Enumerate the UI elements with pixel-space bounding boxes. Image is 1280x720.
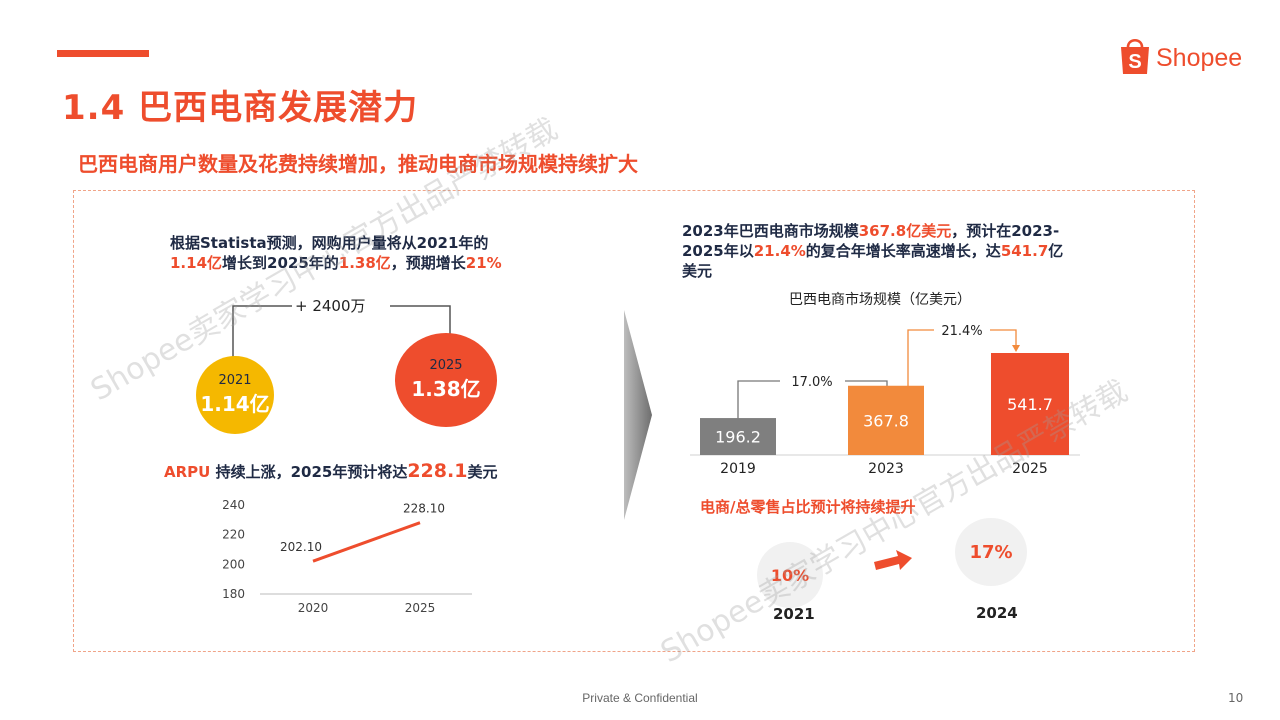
growth-1-label: 17.0% <box>791 375 832 390</box>
arpu-x-tick-2020: 2020 <box>298 601 329 615</box>
arpu-value: 228.1 <box>407 460 468 482</box>
circle-2021: 2021 1.14亿 <box>196 356 274 434</box>
increase-arrow-icon <box>874 550 912 570</box>
right-statement-line3: 美元 <box>682 262 713 280</box>
market-2023-text: 2023年巴西电商市场规模 <box>682 222 859 240</box>
bar-2023 <box>848 385 924 455</box>
arpu-x-tick-2025: 2025 <box>405 601 436 615</box>
svg-text:S: S <box>1128 51 1141 73</box>
connector-bracket <box>232 305 451 358</box>
arpu-label: ARPU <box>164 463 211 481</box>
growth-2-label: 21.4% <box>941 324 982 339</box>
shopee-bag-icon: S <box>1121 38 1149 74</box>
share-2021-circle: 10% <box>757 542 823 608</box>
arpu-line-chart: 240 220 200 180 202.10 2020 228.10 2025 <box>222 498 472 615</box>
market-bar-chart: 巴西电商市场规模（亿美元） 17.0% 21.4% 196.2 2019 367.8… <box>690 291 1080 477</box>
arpu-y-tick-240: 240 <box>222 498 245 512</box>
growth-1-connector <box>737 380 780 425</box>
bar-value-2023: 367.8 <box>863 411 909 430</box>
content-frame <box>73 190 1195 652</box>
bar-category-2023: 2023 <box>868 461 904 477</box>
circle-2021-year: 2021 <box>218 373 252 388</box>
growth-to-text: 增长到2025年的 <box>222 254 339 272</box>
bar-2019 <box>700 418 776 455</box>
right-statement-line1: 2023年巴西电商市场规模367.8亿美元，预计在2023- <box>682 221 1059 241</box>
users-2021-text: 1.14亿 <box>170 254 223 272</box>
arpu-y-tick-220: 220 <box>222 528 245 542</box>
growth-pct-text: 21% <box>465 254 502 272</box>
share-title: 电商/总零售占比预计将持续提升 <box>700 498 916 516</box>
accent-bar <box>57 50 149 57</box>
users-2025-text: 1.38亿 <box>338 254 391 272</box>
growth-2-arrowhead <box>1012 345 1020 352</box>
share-2024-circle: 17% <box>955 518 1027 586</box>
cagr-text: 的复合年增长率高速增长，达 <box>805 242 1001 260</box>
circle-2025: 2025 1.38亿 <box>395 333 497 427</box>
arpu-series-line <box>312 521 421 563</box>
bar-category-2019: 2019 <box>720 461 756 477</box>
page-title: 1.4 巴西电商发展潜力 <box>62 88 419 128</box>
left-statement-line1: 根据Statista预测，网购用户量将从2021年的 <box>170 234 489 252</box>
bar-category-2025: 2025 <box>1012 461 1048 477</box>
share-2021-year: 2021 <box>773 605 815 623</box>
arpu-y-tick-200: 200 <box>222 557 245 571</box>
share-2024-year: 2024 <box>976 604 1018 622</box>
bar-value-2025: 541.7 <box>1007 395 1053 414</box>
arpu-unit: 美元 <box>467 463 498 481</box>
share-2024-value: 17% <box>969 541 1013 563</box>
growth-2-connector <box>907 329 934 409</box>
cagr-prefix: 2025年以 <box>682 242 754 260</box>
circle-2021-value: 1.14亿 <box>200 392 270 416</box>
share-2021-value: 10% <box>770 565 810 585</box>
unit-yi: 亿 <box>1048 242 1064 260</box>
left-statement-line2: 1.14亿增长到2025年的1.38亿，预期增长21% <box>170 253 502 273</box>
cagr-value: 21.4% <box>753 242 806 260</box>
arpu-text: 持续上涨，2025年预计将达 <box>210 463 408 481</box>
bar-chart-title: 巴西电商市场规模（亿美元） <box>789 291 971 308</box>
expected-growth-text: ，预期增长 <box>390 254 466 272</box>
arpu-data-label-2020: 202.10 <box>280 540 322 554</box>
growth-2-connector-right <box>990 329 1017 348</box>
bar-value-2019: 196.2 <box>715 428 761 447</box>
logo-text: Shopee <box>1156 44 1243 72</box>
page-number: 10 <box>1228 691 1244 705</box>
circle-2025-year: 2025 <box>429 358 463 373</box>
market-2023-value: 367.8亿美元 <box>858 222 952 240</box>
right-statement-line2: 2025年以21.4%的复合年增长率高速增长，达541.7亿 <box>682 241 1063 261</box>
market-2025-value: 541.7 <box>1000 242 1049 260</box>
delta-label: + 2400万 <box>295 297 366 315</box>
forecast-text: ，预计在2023- <box>951 222 1060 240</box>
divider-arrow <box>624 310 652 520</box>
bar-2025 <box>991 353 1069 455</box>
page-subtitle: 巴西电商用户数量及花费持续增加，推动电商市场规模持续扩大 <box>78 152 638 176</box>
arpu-title: ARPU 持续上涨，2025年预计将达228.1美元 <box>164 461 497 482</box>
arpu-data-label-2025: 228.10 <box>403 502 445 516</box>
arpu-y-tick-180: 180 <box>222 587 245 601</box>
circle-2025-value: 1.38亿 <box>411 377 481 401</box>
footer-text: Private & Confidential <box>582 691 698 705</box>
